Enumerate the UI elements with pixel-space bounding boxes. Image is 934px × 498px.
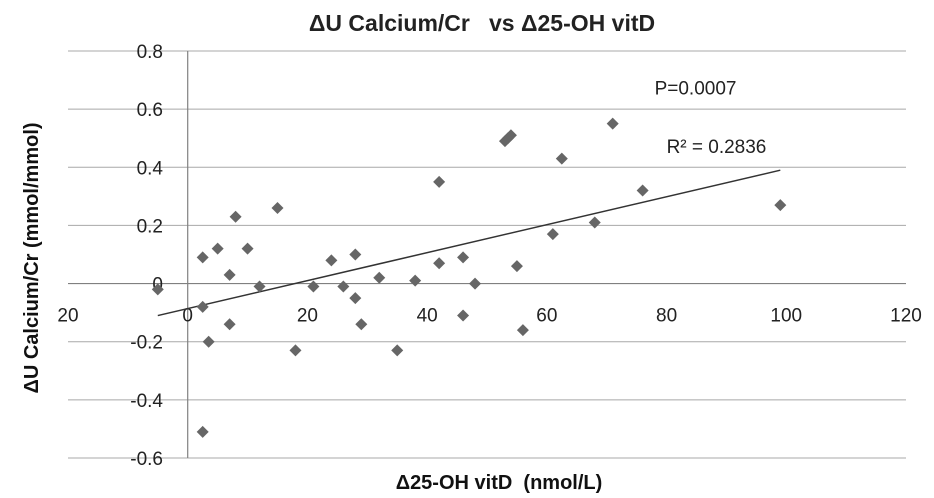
data-point: [196, 425, 209, 438]
x-tick-label: 40: [417, 306, 438, 327]
data-point: [510, 260, 523, 273]
x-tick-label: 120: [890, 306, 922, 327]
data-point: [516, 324, 529, 337]
data-point: [409, 274, 422, 287]
data-point: [606, 117, 619, 130]
data-point: [196, 300, 209, 313]
data-point: [196, 251, 209, 264]
data-point: [307, 280, 320, 293]
data-point: [555, 152, 568, 165]
data-point: [636, 184, 649, 197]
annotations: P=0.0007 R² = 0.2836: [655, 79, 767, 158]
data-point: [223, 268, 236, 281]
data-point: [469, 277, 482, 290]
y-tick-label: 0.2: [137, 216, 163, 237]
data-point: [229, 210, 242, 223]
y-tick-labels: 0.80.60.40.20-0.2-0.4-0.6: [130, 42, 163, 470]
data-points: [151, 117, 787, 438]
x-axis-title: Δ25-OH vitD (nmol/L): [396, 472, 603, 494]
axes: [68, 51, 906, 458]
y-tick-label: 0.8: [137, 42, 163, 63]
data-point: [151, 283, 164, 296]
grid-lines: [68, 50, 906, 459]
data-point: [457, 251, 470, 264]
data-point: [337, 280, 350, 293]
data-point: [373, 271, 386, 284]
data-point: [325, 254, 338, 267]
chart-title: ΔU Calcium/Cr vs Δ25-OH vitD: [309, 10, 655, 36]
x-tick-label: 0: [182, 306, 193, 327]
y-tick-label: -0.2: [130, 333, 163, 354]
data-point: [391, 344, 404, 357]
data-point: [211, 242, 224, 255]
y-axis-title: ΔU Calcium/Cr (mmol/mmol): [21, 122, 43, 393]
trendline: [157, 169, 781, 317]
data-point: [774, 199, 787, 212]
data-point: [271, 201, 284, 214]
data-point: [433, 257, 446, 270]
data-point: [253, 280, 266, 293]
data-point: [546, 228, 559, 241]
y-tick-label: 0.6: [137, 100, 163, 121]
annotation-label: P=0.0007: [655, 79, 737, 100]
data-point: [433, 175, 446, 188]
data-point: [223, 318, 236, 331]
y-tick-label: -0.4: [130, 391, 163, 412]
data-point: [349, 292, 362, 305]
trendline-group: [157, 169, 781, 317]
data-point: [202, 335, 215, 348]
x-tick-label: 80: [656, 306, 677, 327]
annotation-label: R² = 0.2836: [667, 137, 767, 158]
data-point: [457, 309, 470, 322]
x-tick-label: 100: [770, 306, 802, 327]
data-point: [289, 344, 302, 357]
data-point: [349, 248, 362, 261]
x-tick-label: 20: [57, 306, 78, 327]
x-tick-label: 60: [536, 306, 557, 327]
y-tick-label: -0.6: [130, 449, 163, 470]
x-tick-label: 20: [297, 306, 318, 327]
data-point: [504, 129, 517, 142]
data-point: [241, 242, 254, 255]
x-tick-labels: 20 0 20 40 60 80 100 120: [57, 306, 921, 327]
data-point: [355, 318, 368, 331]
data-point: [588, 216, 601, 229]
y-tick-label: 0.4: [137, 158, 164, 179]
